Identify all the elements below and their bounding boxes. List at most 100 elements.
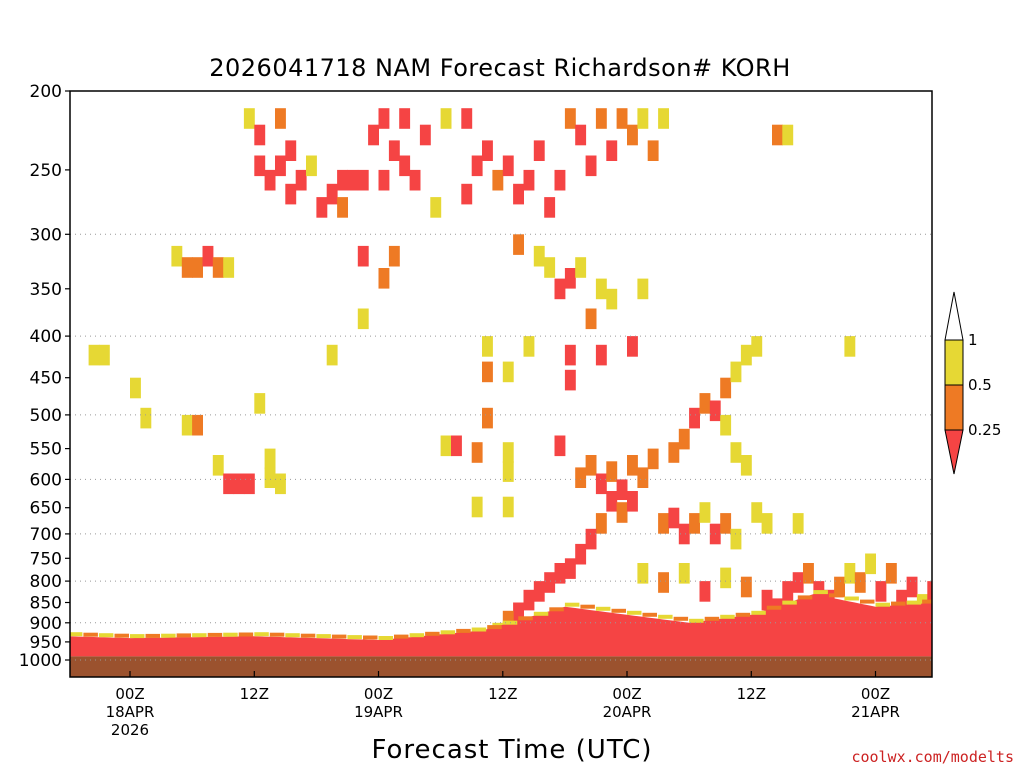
ri-cell: [595, 278, 607, 300]
ri-cell: [595, 344, 607, 366]
ri-cell: [709, 400, 721, 422]
boundary-layer-fringe: [828, 593, 844, 598]
ri-cell: [461, 108, 473, 129]
ri-cell: [471, 442, 483, 463]
ri-cell: [854, 572, 866, 593]
ri-cell: [275, 108, 286, 129]
boundary-layer-fringe: [378, 636, 393, 640]
ri-cell: [285, 140, 297, 161]
x-axis-label: Forecast Time (UTC): [371, 735, 652, 765]
ri-cell: [482, 140, 493, 161]
ri-cell: [326, 183, 338, 205]
ri-cell: [564, 369, 576, 391]
ri-cell: [264, 448, 276, 470]
boundary-layer-fringe: [70, 632, 83, 637]
y-tick-label: 1000: [19, 651, 62, 671]
ri-cell: [523, 169, 535, 191]
ri-cell: [689, 513, 700, 534]
ri-cell: [627, 124, 638, 146]
ri-cell: [223, 473, 235, 495]
credit-text[interactable]: coolwx.com/modelts: [851, 748, 1014, 766]
boundary-layer-fringe: [922, 599, 932, 604]
boundary-layer-fringe: [471, 627, 487, 632]
ri-cell: [275, 155, 286, 177]
boundary-layer-fringe: [564, 602, 580, 607]
ri-cell: [885, 563, 897, 584]
ri-cell: [357, 245, 369, 267]
boundary-layer-fringe: [269, 632, 285, 637]
boundary-layer-fringe: [751, 610, 766, 615]
boundary-layer-fringe: [316, 634, 331, 639]
legend-swatch: [944, 384, 964, 431]
ri-cell: [906, 576, 918, 598]
ri-cell: [544, 257, 556, 278]
ri-cell: [616, 502, 628, 523]
ri-cell: [595, 108, 607, 129]
boundary-layer-fringe: [176, 633, 192, 638]
ri-cell: [699, 502, 711, 523]
boundary-layer-fringe: [487, 625, 502, 630]
ri-cell: [627, 336, 638, 357]
ri-cell: [223, 257, 235, 278]
y-tick-label: 650: [30, 499, 62, 519]
ri-cell: [533, 245, 545, 267]
ri-cell: [419, 124, 431, 146]
ri-cell: [337, 169, 348, 191]
ri-cell: [88, 344, 100, 366]
y-tick-label: 450: [30, 369, 62, 389]
boundary-layer-fringe: [844, 596, 859, 601]
boundary-layer-fringe: [891, 601, 906, 606]
ri-cell: [513, 183, 524, 205]
ri-cell: [275, 473, 286, 495]
ri-cell: [647, 140, 659, 161]
ri-cell: [316, 197, 328, 218]
ri-cell: [616, 108, 628, 129]
boundary-layer-fringe: [394, 634, 409, 639]
ri-cell: [875, 581, 887, 602]
ri-cell: [606, 140, 618, 161]
ri-cell: [482, 336, 493, 357]
y-axis: 200 250 300 350 400 450 500 550 600 650 700 750 8008…: [19, 82, 70, 671]
y-tick-label: 250: [30, 161, 62, 181]
ri-cell: [720, 567, 732, 589]
ri-cell: [564, 108, 576, 129]
boundary-layer-fringe: [207, 632, 223, 637]
ri-cell: [575, 257, 587, 278]
ri-cell: [803, 563, 814, 584]
ri-cell: [461, 183, 473, 205]
ri-cell: [502, 442, 514, 463]
ri-cell: [130, 377, 141, 399]
ri-cell: [834, 576, 845, 598]
boundary-layer-fringe: [611, 608, 626, 613]
ri-cell: [564, 268, 576, 289]
ri-cell: [761, 513, 773, 534]
ri-cell: [523, 589, 535, 611]
ri-cell: [720, 513, 732, 534]
ri-cell: [637, 278, 649, 300]
boundary-layer-fringe: [782, 600, 797, 605]
ri-cell: [368, 124, 379, 146]
ri-cell: [730, 361, 742, 383]
x-tick-label: 20APR: [603, 703, 652, 721]
ri-cell: [554, 563, 566, 584]
boundary-layer-fringe: [254, 632, 269, 637]
y-tick-label: 550: [30, 440, 62, 460]
ri-cell: [440, 108, 452, 129]
ri-cell: [554, 435, 566, 457]
boundary-layer-fringe: [797, 595, 813, 600]
ri-cell: [523, 336, 535, 357]
ri-cell: [678, 523, 690, 545]
ri-cell: [202, 245, 214, 267]
ri-cell: [409, 169, 421, 191]
ri-cell: [399, 155, 411, 177]
ri-cell: [502, 461, 514, 482]
ri-cell: [440, 435, 452, 457]
ri-cell: [471, 496, 483, 518]
boundary-layer-fringe: [642, 612, 657, 617]
ri-cell: [212, 455, 224, 476]
ri-cell: [844, 563, 856, 584]
ri-cell: [792, 572, 804, 593]
boundary-layer-fringe: [409, 633, 425, 638]
ri-cell: [627, 491, 638, 512]
